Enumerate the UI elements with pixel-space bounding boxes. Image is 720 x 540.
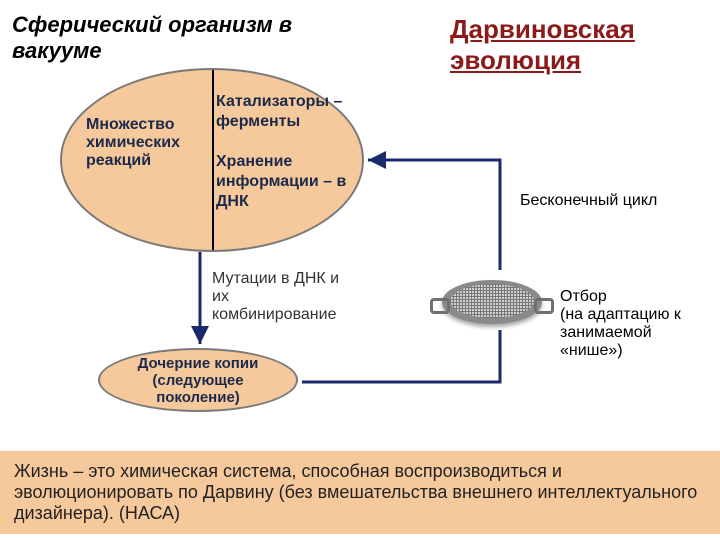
footer-text: Жизнь – это химическая система, способна…: [14, 461, 697, 523]
ellipse-right-label: Катализаторы – ферменты Хранение информа…: [216, 92, 356, 212]
ellipse-left-label: Множество химических реакций: [86, 116, 206, 170]
title-left: Сферический организм в вакууме: [12, 12, 332, 64]
infinite-cycle-label: Бесконечный цикл: [520, 192, 660, 210]
diagram-canvas: Сферический организм в вакууме Дарвиновс…: [0, 0, 720, 540]
mutations-label: Мутации в ДНК и их комбинирование: [212, 270, 352, 324]
footer-bar: Жизнь – это химическая система, способна…: [0, 451, 720, 534]
ellipse-divider: [212, 70, 214, 250]
arrow-sieve-to-cell: [368, 160, 500, 270]
selection-label: Отбор (на адаптацию к занимаемой «нише»): [560, 288, 710, 360]
title-right: Дарвиновская эволюция: [450, 14, 700, 76]
daughter-ellipse-label: Дочерние копии (следующее поколение): [118, 355, 278, 406]
arrow-daughter-to-sieve: [302, 330, 500, 382]
sieve-icon: [432, 272, 552, 334]
daughter-ellipse: Дочерние копии (следующее поколение): [98, 348, 298, 412]
